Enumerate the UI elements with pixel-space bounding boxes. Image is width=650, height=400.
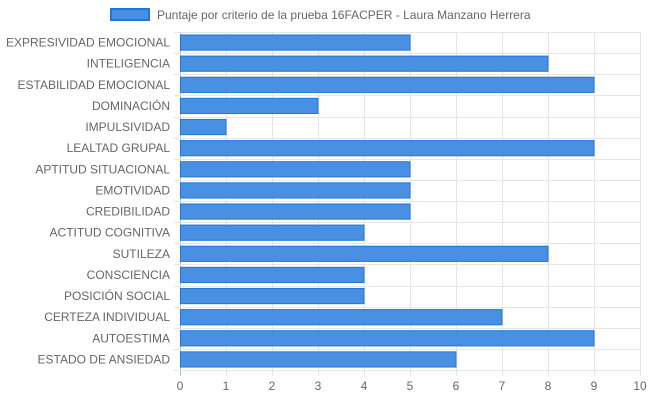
- x-tick-label: 5: [407, 379, 414, 393]
- x-axis-tick-labels: 0 1 2 3 4 5 6 7 8 9 10: [177, 379, 647, 393]
- bar[interactable]: [180, 118, 227, 136]
- category-label: INTELIGENCIA: [87, 57, 170, 71]
- bar[interactable]: [180, 161, 411, 178]
- legend-label: Puntaje por criterio de la prueba 16FACP…: [157, 8, 531, 22]
- category-label: EMOTIVIDAD: [95, 183, 170, 197]
- bar[interactable]: [180, 203, 411, 220]
- x-tick-label: 8: [545, 379, 552, 393]
- bar[interactable]: [180, 266, 365, 284]
- category-label: LEALTAD GRUPAL: [67, 141, 171, 155]
- bar[interactable]: [180, 182, 411, 199]
- bar[interactable]: [180, 330, 595, 347]
- category-label: POSICIÓN SOCIAL: [64, 288, 170, 303]
- bar[interactable]: [180, 97, 319, 115]
- bar[interactable]: [180, 309, 503, 326]
- x-tick-label: 10: [633, 379, 647, 393]
- legend-swatch: [110, 8, 150, 21]
- legend[interactable]: Puntaje por criterio de la prueba 16FACP…: [110, 8, 531, 22]
- category-label: EXPRESIVIDAD EMOCIONAL: [6, 36, 170, 50]
- bar[interactable]: [180, 287, 365, 305]
- bar[interactable]: [180, 34, 411, 51]
- x-tick-label: 2: [269, 379, 276, 393]
- category-label: ESTABILIDAD EMOCIONAL: [18, 78, 171, 92]
- x-tick-label: 9: [591, 379, 598, 393]
- category-label: CREDIBILIDAD: [86, 205, 170, 219]
- x-tick-label: 7: [499, 379, 506, 393]
- x-tick-label: 3: [315, 379, 322, 393]
- bars: [180, 34, 595, 368]
- x-tick-label: 4: [361, 379, 368, 393]
- bar[interactable]: [180, 140, 595, 157]
- category-label: IMPULSIVIDAD: [85, 120, 170, 134]
- bar[interactable]: [180, 351, 457, 368]
- bar[interactable]: [180, 245, 549, 262]
- x-tick-label: 6: [453, 379, 460, 393]
- category-label: CERTEZA INDIVIDUAL: [44, 310, 170, 324]
- category-label: CONSCIENCIA: [87, 268, 170, 282]
- category-label: APTITUD SITUACIONAL: [35, 162, 170, 176]
- category-label: ACTITUD COGNITIVA: [50, 226, 170, 240]
- x-tick-label: 1: [223, 379, 230, 393]
- category-label: SUTILEZA: [113, 247, 170, 261]
- bar[interactable]: [180, 224, 365, 241]
- bar[interactable]: [180, 55, 549, 72]
- bar[interactable]: [180, 76, 595, 93]
- category-labels: EXPRESIVIDAD EMOCIONAL INTELIGENCIA ESTABI…: [6, 36, 170, 367]
- category-label: ESTADO DE ANSIEDAD: [38, 352, 171, 366]
- category-label: AUTOESTIMA: [92, 331, 170, 345]
- x-tick-label: 0: [177, 379, 184, 393]
- category-label: DOMINACIÓN: [92, 98, 170, 113]
